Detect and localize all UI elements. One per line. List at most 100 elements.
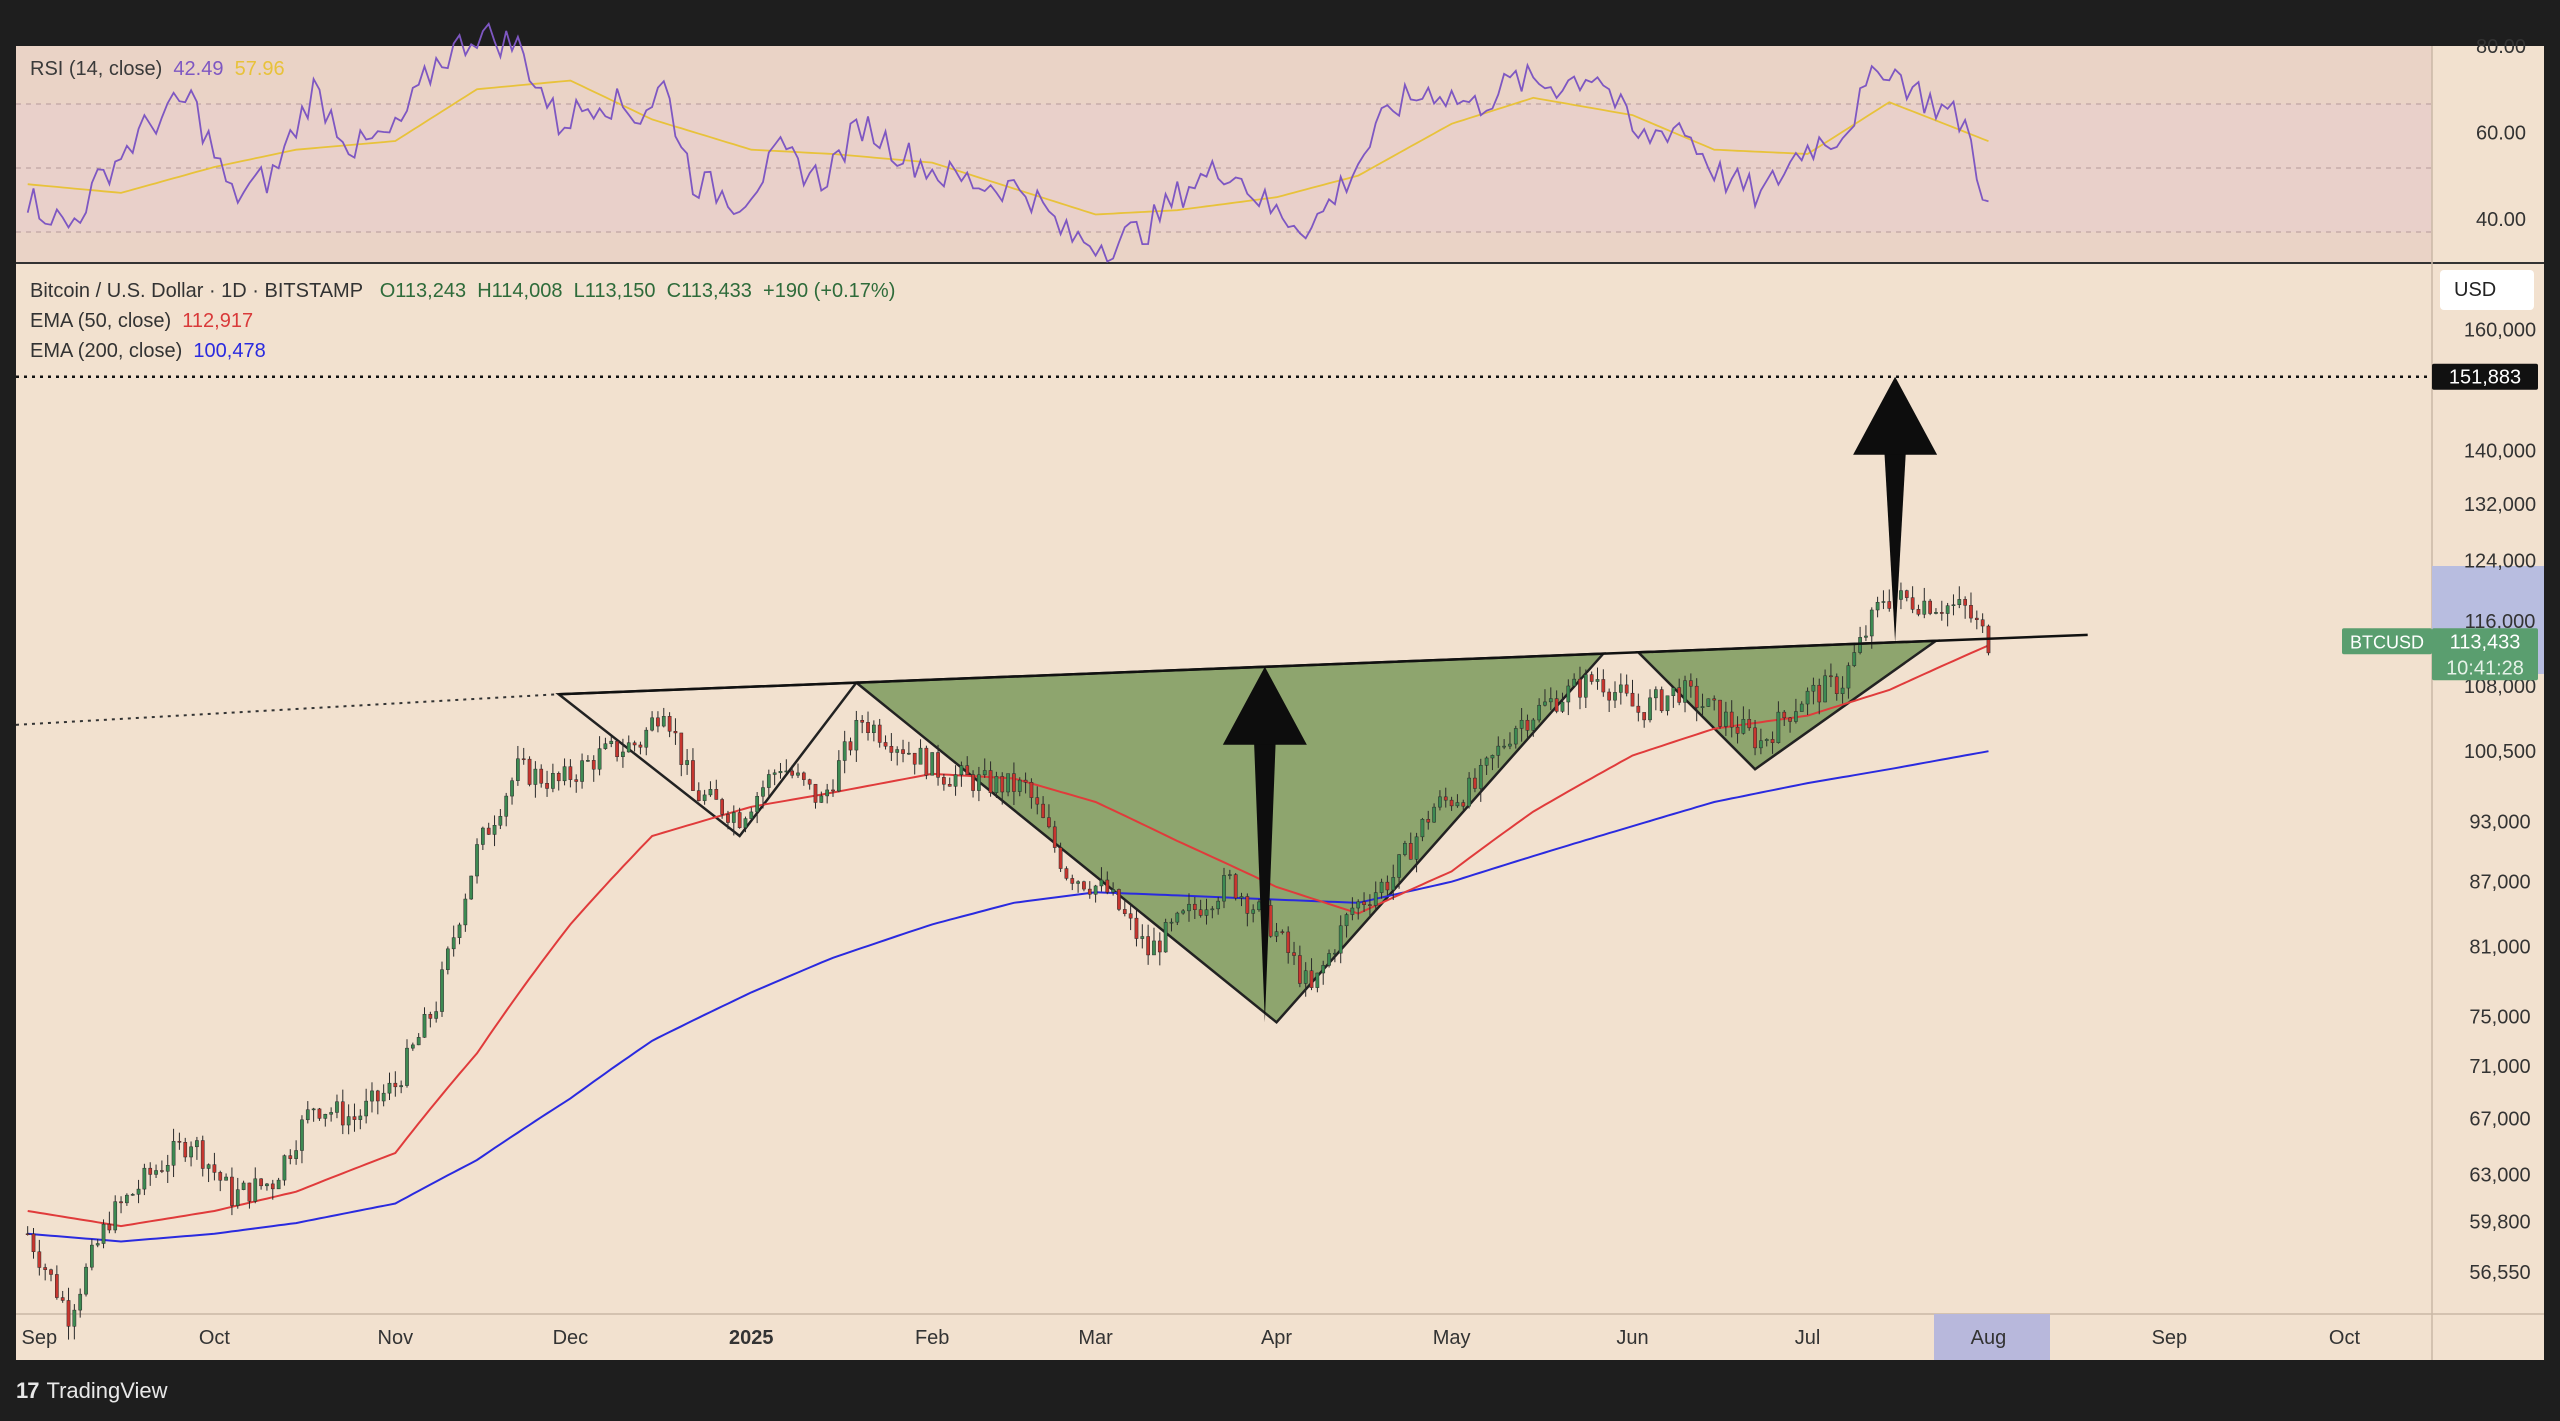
candle-body (527, 758, 532, 785)
tradingview-logo-icon[interactable]: 17 (16, 1378, 40, 1403)
candle (1198, 899, 1203, 918)
candle (1239, 892, 1244, 907)
candle (171, 1128, 176, 1178)
currency-button[interactable]: USD (2440, 270, 2534, 310)
candle-body (714, 789, 719, 800)
candle (60, 1290, 65, 1303)
candle-body (177, 1141, 182, 1143)
candle (556, 771, 561, 791)
candle-body (323, 1113, 328, 1119)
candle (43, 1263, 48, 1281)
candle-body (1082, 881, 1086, 890)
candle (1344, 912, 1349, 938)
candle (31, 1227, 36, 1259)
candle (1525, 714, 1530, 738)
candle-body (1770, 739, 1775, 743)
candle-body (1554, 698, 1559, 712)
candle (1554, 690, 1559, 714)
candle (766, 769, 771, 798)
price-tick-label: 81,000 (2469, 937, 2530, 959)
candle-body (1753, 727, 1757, 749)
candle-body (486, 827, 491, 835)
candle (1788, 716, 1792, 733)
candle-body (1455, 802, 1460, 807)
symbol-title[interactable]: Bitcoin / U.S. Dollar · 1D · BITSTAMP (30, 280, 364, 302)
candle-body (1840, 687, 1845, 694)
candle (848, 737, 853, 756)
candle (1829, 663, 1833, 688)
candle (1922, 587, 1927, 619)
candle (971, 770, 975, 798)
ema200-label[interactable]: EMA (200, close) (30, 340, 183, 362)
candle-body (60, 1297, 65, 1301)
candle (1735, 716, 1740, 744)
symbol-badge (2342, 628, 2432, 655)
candle-body (381, 1092, 386, 1102)
candle-body (1683, 680, 1687, 703)
candle-body (1478, 765, 1483, 789)
candle-body (1467, 777, 1471, 807)
candle-body (1484, 757, 1489, 766)
candle-body (1473, 777, 1477, 789)
candle-body (1368, 904, 1372, 906)
candle (340, 1089, 345, 1135)
candle-body (154, 1170, 158, 1175)
candle (1513, 725, 1518, 749)
candle (953, 765, 958, 796)
candle (1420, 817, 1425, 842)
tradingview-brand[interactable]: TradingView (46, 1378, 168, 1403)
candle-body (749, 811, 754, 819)
candle (1572, 673, 1576, 687)
candle (1899, 582, 1903, 610)
candle (1537, 698, 1541, 723)
candle (189, 1141, 193, 1167)
candle (405, 1039, 409, 1088)
candle (113, 1195, 118, 1234)
candle-body (1327, 953, 1331, 966)
candle (259, 1178, 263, 1190)
price-tick-label: 87,000 (2469, 872, 2530, 894)
candle-body (1700, 706, 1705, 708)
candle (1653, 686, 1658, 711)
candle-body (1846, 665, 1851, 689)
candle-body (626, 742, 631, 753)
candle (696, 782, 701, 802)
candle (95, 1239, 100, 1248)
candle (282, 1154, 287, 1186)
candle (1799, 701, 1804, 712)
candle-body (568, 766, 573, 780)
candle (1286, 926, 1291, 964)
candle-body (1041, 803, 1045, 818)
candle-body (113, 1201, 118, 1231)
candle-body (1181, 910, 1185, 914)
candle (918, 739, 923, 765)
candle-body (247, 1182, 252, 1202)
candle (1023, 772, 1028, 794)
candle (434, 1001, 439, 1023)
candle-body (416, 1037, 421, 1046)
candle (101, 1219, 106, 1249)
candle-body (1939, 612, 1944, 614)
candle (889, 733, 894, 761)
candle-body (457, 924, 462, 938)
candle (1618, 673, 1623, 705)
time-axis-highlight (1934, 1314, 2050, 1360)
candle-body (1496, 745, 1501, 756)
candle-body (819, 795, 824, 803)
candle (977, 766, 981, 802)
candle-body (836, 760, 841, 792)
candle-body (195, 1140, 199, 1148)
time-tick-label: Oct (2329, 1327, 2361, 1349)
candle (72, 1304, 77, 1340)
candle-body (895, 749, 900, 753)
main-legend: Bitcoin / U.S. Dollar · 1D · BITSTAMP O1… (30, 276, 895, 366)
candle (481, 826, 485, 850)
candle-body (1525, 719, 1530, 731)
time-tick-label: Nov (378, 1327, 414, 1349)
candle (119, 1196, 123, 1214)
price-tick-label: 160,000 (2464, 320, 2536, 342)
candle (737, 807, 742, 829)
ema50-label[interactable]: EMA (50, close) (30, 310, 172, 332)
candle (1659, 686, 1664, 713)
